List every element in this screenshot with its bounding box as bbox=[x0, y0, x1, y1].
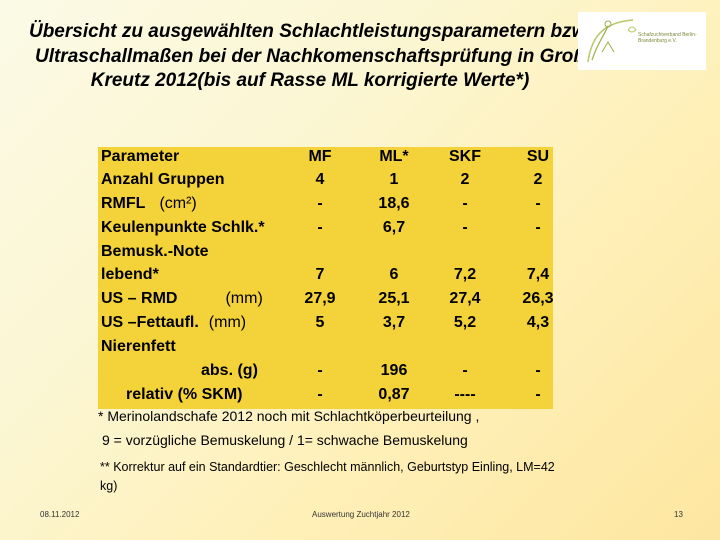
footnote-1: * Merinolandschafe 2012 noch mit Schlach… bbox=[98, 408, 480, 424]
row-label-text: Nierenfett bbox=[101, 338, 176, 355]
table-cell: 4,3 bbox=[526, 314, 550, 331]
row-label: Bemusk.-Note bbox=[101, 242, 209, 262]
table-cell: 7 bbox=[315, 266, 325, 283]
footer-page: 13 bbox=[674, 510, 683, 519]
table-cell: 2 bbox=[533, 171, 543, 188]
row-label-text: abs. (g) bbox=[201, 362, 258, 379]
row-label: Nierenfett bbox=[101, 337, 176, 357]
row-label-text: Keulenpunkte Schlk.* bbox=[101, 219, 265, 236]
footnote-3: ** Korrektur auf ein Standardtier: Gesch… bbox=[100, 460, 555, 493]
row-label: abs. (g) bbox=[201, 361, 258, 381]
table-cell: - bbox=[317, 219, 323, 236]
table-cell: - bbox=[462, 362, 468, 379]
table-cell: - bbox=[462, 195, 468, 212]
table-cell: - bbox=[535, 219, 541, 236]
table-cell: 27,4 bbox=[449, 290, 481, 307]
row-label: lebend* bbox=[101, 265, 159, 285]
table-cell: 27,9 bbox=[304, 290, 336, 307]
slide-title: Übersicht zu ausgewählten Schlachtleistu… bbox=[28, 21, 592, 91]
table-cell: 1 bbox=[389, 171, 399, 188]
table-cell: ---- bbox=[454, 386, 476, 403]
table-cell: 6 bbox=[389, 266, 399, 283]
table-cell: - bbox=[535, 362, 541, 379]
table-cell: 2 bbox=[460, 171, 470, 188]
row-label-text: Anzahl Gruppen bbox=[101, 171, 225, 188]
row-label-text: RMFL bbox=[101, 195, 146, 212]
row-unit: (mm) bbox=[225, 290, 263, 307]
row-label-text: US – RMD bbox=[101, 290, 178, 307]
table-cell: - bbox=[462, 219, 468, 236]
table-cell: 3,7 bbox=[382, 314, 406, 331]
table-cell: 25,1 bbox=[378, 290, 410, 307]
table-cell: 5,2 bbox=[453, 314, 477, 331]
footer-center: Auswertung Zuchtjahr 2012 bbox=[312, 510, 410, 519]
header-mf: MF bbox=[308, 148, 332, 165]
row-label-text: Bemusk.-Note bbox=[101, 243, 209, 260]
table-cell: 26,3 bbox=[522, 290, 554, 307]
table-cell: 7,2 bbox=[453, 266, 477, 283]
table-cell: 7,4 bbox=[526, 266, 550, 283]
table-cell: - bbox=[535, 195, 541, 212]
row-unit: (cm²) bbox=[159, 195, 197, 212]
data-table: Parameter MF ML* SKF SU Anzahl Gruppen 4 1… bbox=[98, 147, 554, 409]
row-unit: (mm) bbox=[208, 314, 247, 331]
table-cell: - bbox=[317, 195, 323, 212]
row-label: Anzahl Gruppen bbox=[101, 170, 225, 190]
footer-date: 08.11.2012 bbox=[40, 510, 80, 519]
table-cell: 196 bbox=[380, 362, 408, 379]
logo-text: Schafzuchtverband Berlin-Brandenburg e.V… bbox=[638, 32, 697, 44]
row-label-text: relativ (% SKM) bbox=[126, 386, 243, 403]
association-logo: Schafzuchtverband Berlin-Brandenburg e.V… bbox=[578, 12, 706, 70]
header-parameter: Parameter bbox=[101, 148, 180, 165]
table-cell: - bbox=[317, 362, 323, 379]
table-cell: 18,6 bbox=[378, 195, 410, 212]
row-label: US – RMD (mm) bbox=[101, 289, 263, 309]
table-cell: 5 bbox=[315, 314, 325, 331]
header-ml: ML* bbox=[379, 148, 409, 165]
header-su: SU bbox=[526, 148, 550, 165]
row-label-text: lebend* bbox=[101, 266, 159, 283]
table-cell: - bbox=[317, 386, 323, 403]
table-cell: 4 bbox=[315, 171, 325, 188]
row-label-text: US –Fettaufl. bbox=[101, 314, 199, 331]
row-label: US –Fettaufl. (mm) bbox=[101, 313, 246, 333]
footnote-2: 9 = vorzügliche Bemuskelung / 1= schwach… bbox=[102, 432, 468, 448]
row-label: RMFL (cm²) bbox=[101, 194, 197, 214]
header-skf: SKF bbox=[449, 148, 481, 165]
sheep-logo-icon bbox=[587, 19, 637, 63]
table-cell: - bbox=[535, 386, 541, 403]
row-label: relativ (% SKM) bbox=[126, 385, 242, 405]
row-label: Keulenpunkte Schlk.* bbox=[101, 218, 265, 238]
table-cell: 6,7 bbox=[382, 219, 406, 236]
table-cell: 0,87 bbox=[378, 386, 410, 403]
